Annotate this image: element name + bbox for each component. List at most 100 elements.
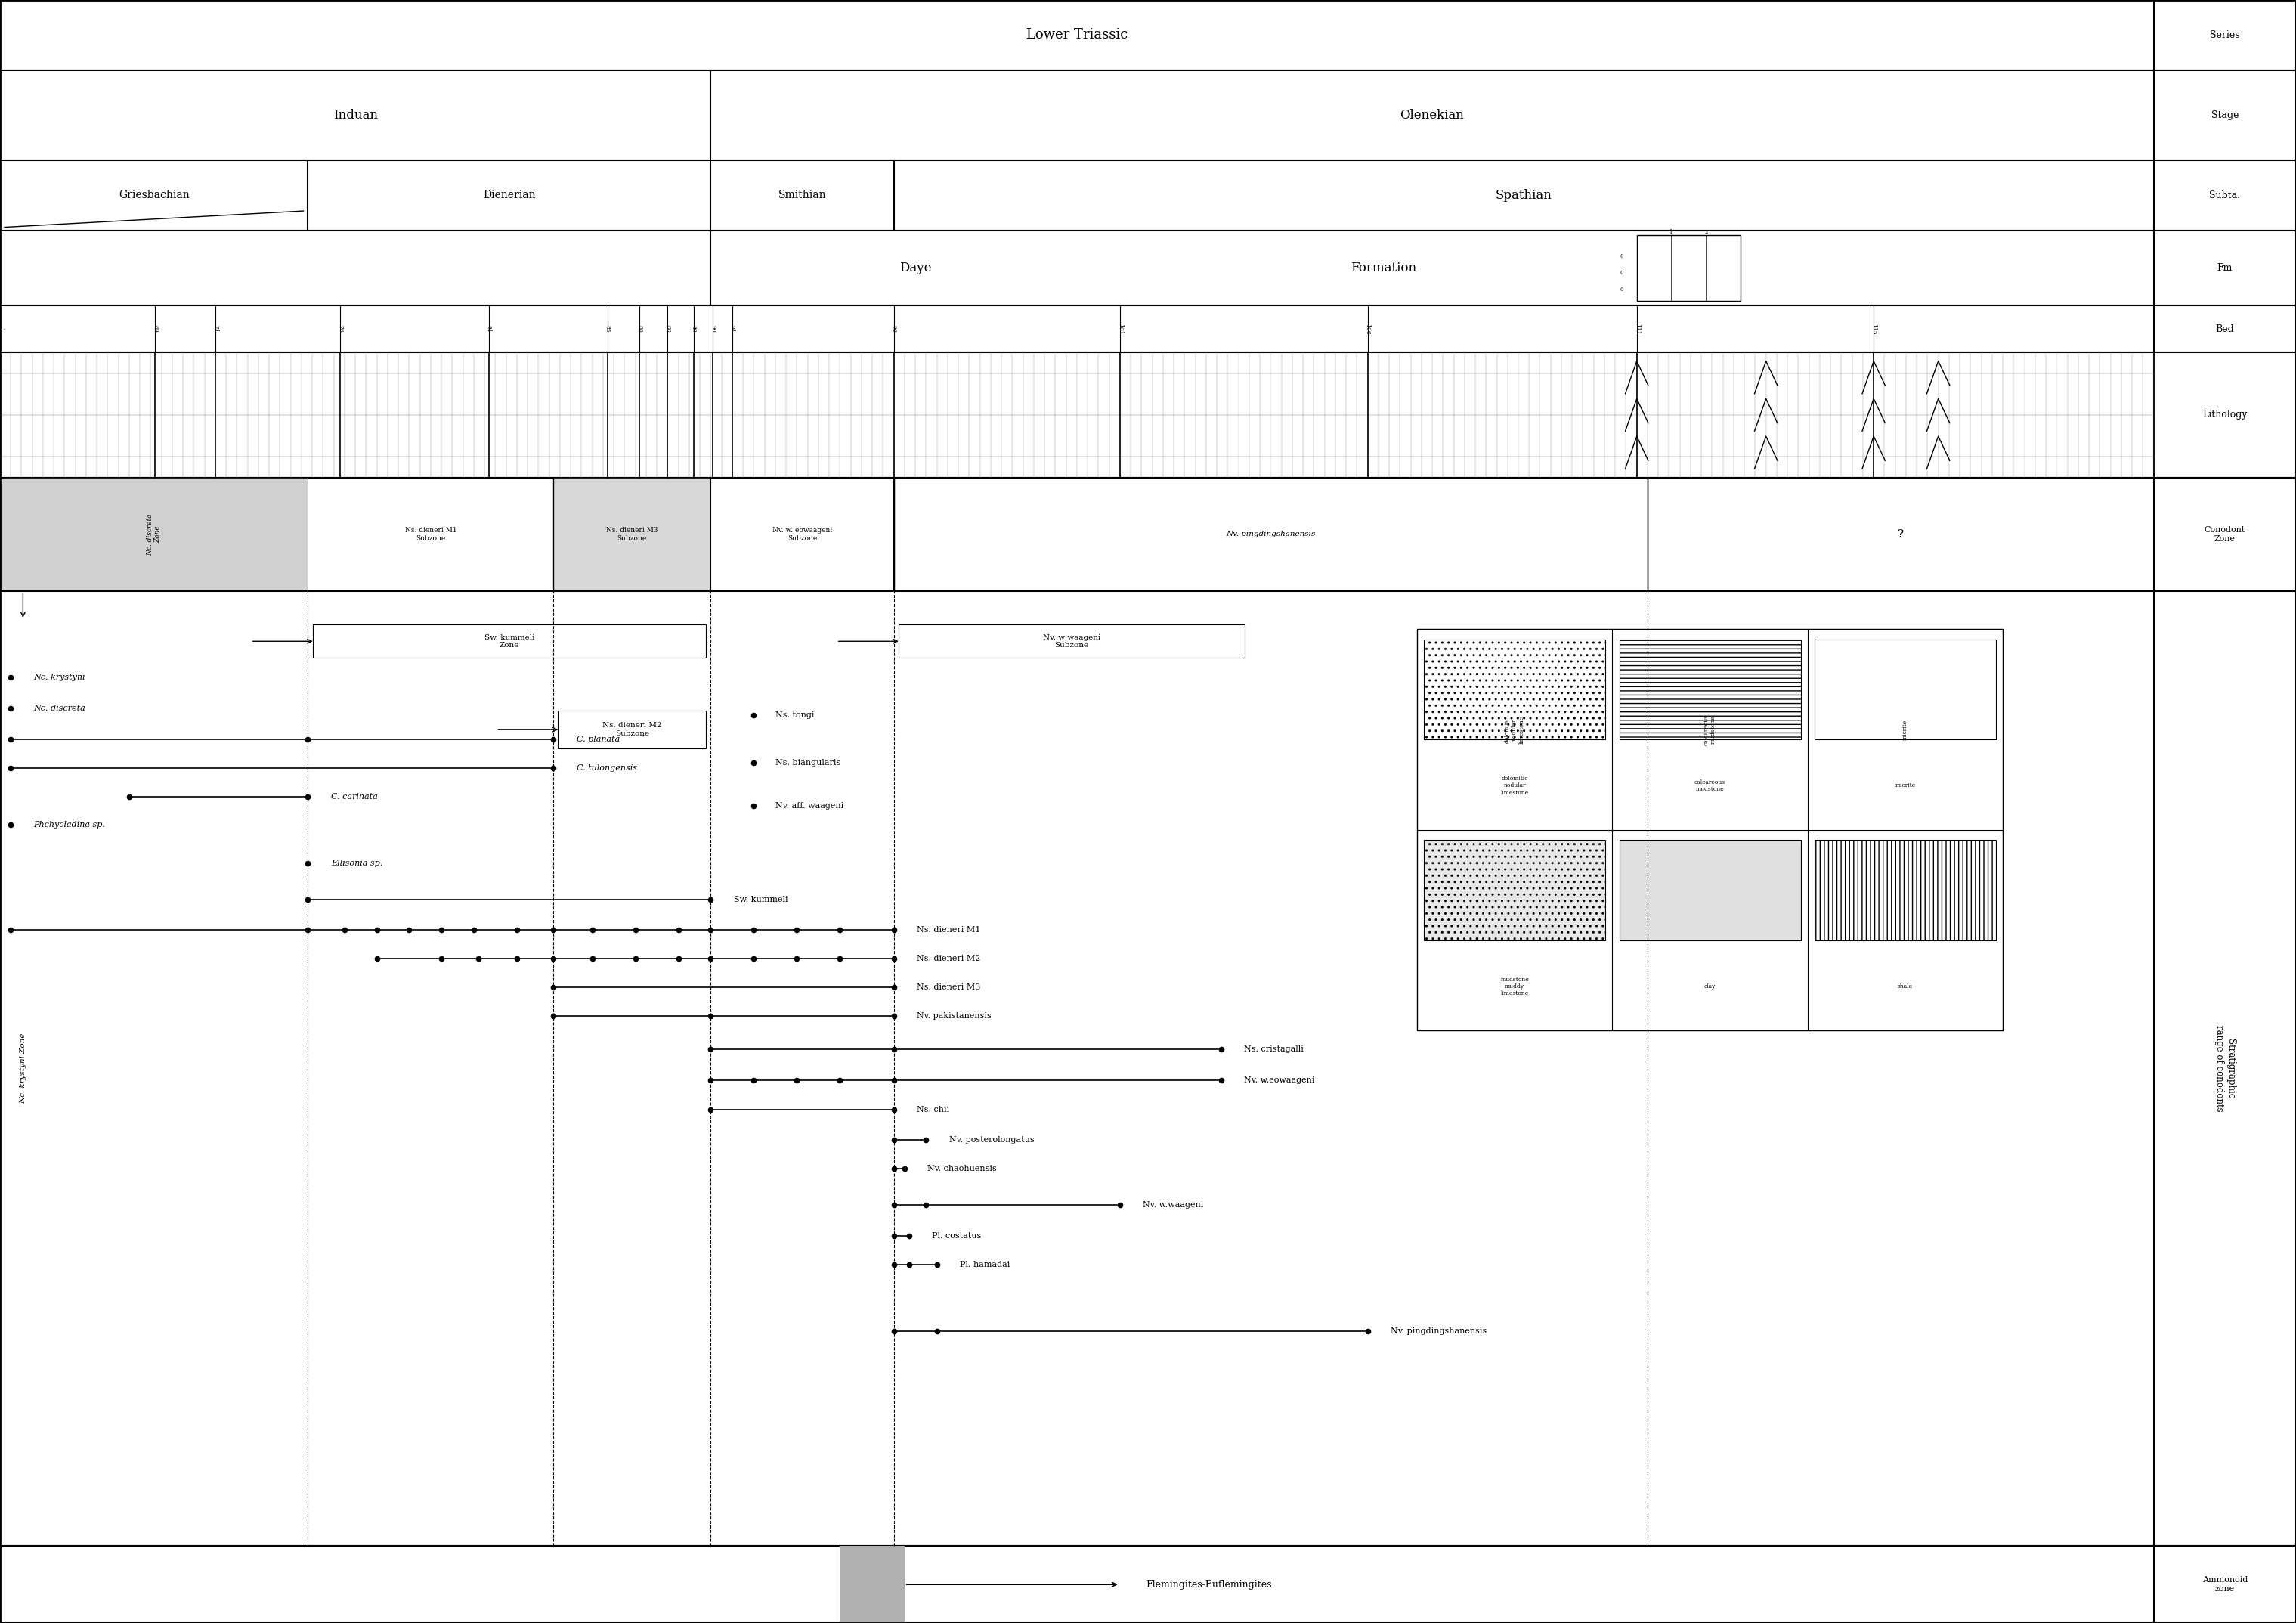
Text: Ellisonia sp.: Ellisonia sp. <box>331 860 383 867</box>
Bar <box>0 477 2154 591</box>
Bar <box>2154 1547 2296 1623</box>
Text: Series: Series <box>2209 31 2241 41</box>
Text: Formation: Formation <box>1350 261 1417 274</box>
Text: Bed: Bed <box>2216 325 2234 334</box>
Text: Fm: Fm <box>2218 263 2232 273</box>
Text: dolomitic
nodular
limestone: dolomitic nodular limestone <box>1502 776 1529 795</box>
Text: Pl. costatus: Pl. costatus <box>932 1232 980 1240</box>
Text: 96: 96 <box>891 325 898 333</box>
Text: Flemingites-Euflemingites: Flemingites-Euflemingites <box>1146 1579 1272 1589</box>
Text: Nv. pingdingshanensis: Nv. pingdingshanensis <box>1391 1328 1488 1336</box>
Text: 0: 0 <box>1619 269 1623 276</box>
Text: Olenekian: Olenekian <box>1401 109 1465 122</box>
Text: 76: 76 <box>338 325 344 333</box>
Text: C. tulongensis: C. tulongensis <box>576 764 636 771</box>
Text: Nv. pakistanensis: Nv. pakistanensis <box>916 1013 992 1019</box>
Bar <box>1619 839 1800 940</box>
Bar <box>0 70 2154 161</box>
Text: Lithology: Lithology <box>2202 411 2248 420</box>
Text: 101: 101 <box>1116 323 1123 334</box>
Bar <box>0 161 2154 230</box>
Text: 81: 81 <box>487 325 491 333</box>
Text: calcareous
mudstone: calcareous mudstone <box>1704 714 1717 745</box>
Text: Nv. w.waageni: Nv. w.waageni <box>1143 1201 1203 1209</box>
Bar <box>0 0 2154 70</box>
Text: Ns. chii: Ns. chii <box>916 1105 951 1113</box>
Text: 115: 115 <box>1871 323 1876 334</box>
Text: 86: 86 <box>636 325 643 333</box>
Text: 88: 88 <box>664 325 670 333</box>
Text: Nv. chaohuensis: Nv. chaohuensis <box>928 1165 996 1173</box>
Bar <box>1814 639 1995 740</box>
Bar <box>2154 230 2296 305</box>
Text: 111: 111 <box>1635 323 1639 334</box>
Bar <box>1417 630 2002 1031</box>
Text: Daye: Daye <box>900 261 932 274</box>
Text: Nc. krystyni Zone: Nc. krystyni Zone <box>21 1034 25 1104</box>
Text: 89: 89 <box>691 325 696 333</box>
Text: Ns. dieneri M1: Ns. dieneri M1 <box>916 927 980 933</box>
Text: Stratigraphic
range of conodonts: Stratigraphic range of conodonts <box>2213 1026 2236 1112</box>
Bar <box>893 477 1649 591</box>
Text: Ns. dieneri M3
Subzone: Ns. dieneri M3 Subzone <box>606 527 659 542</box>
Bar <box>2154 161 2296 230</box>
Text: 1: 1 <box>1669 229 1671 235</box>
Bar <box>840 1547 905 1623</box>
Bar <box>0 352 2154 477</box>
Text: Ns. dieneri M2
Subzone: Ns. dieneri M2 Subzone <box>602 722 661 737</box>
Bar <box>2154 591 2296 1547</box>
Text: 0: 0 <box>1619 286 1623 292</box>
Bar <box>0 305 2154 352</box>
Bar <box>312 625 707 657</box>
Bar <box>558 711 707 748</box>
Bar <box>0 591 2154 1547</box>
Text: shale: shale <box>1899 984 1913 990</box>
Bar <box>1637 235 1740 300</box>
Text: 1: 1 <box>0 328 2 331</box>
Text: clay: clay <box>1704 984 1715 990</box>
Bar <box>553 477 712 591</box>
Text: 85: 85 <box>604 325 611 333</box>
Text: Nc. discreta: Nc. discreta <box>34 704 85 712</box>
Text: Nc. krystyni: Nc. krystyni <box>34 674 85 680</box>
Text: dolomitic
nodular
limestone: dolomitic nodular limestone <box>1504 716 1525 743</box>
Text: Ns. dieneri M3: Ns. dieneri M3 <box>916 984 980 992</box>
Text: micrite: micrite <box>1894 782 1915 789</box>
Text: Conodont
Zone: Conodont Zone <box>2204 526 2245 542</box>
Text: Ns. tongi: Ns. tongi <box>776 711 815 719</box>
Bar <box>0 477 308 591</box>
Text: Nv. aff. waageni: Nv. aff. waageni <box>776 802 843 810</box>
Text: Stage: Stage <box>2211 110 2239 120</box>
Text: Spathian: Spathian <box>1495 188 1552 201</box>
Text: Ns. biangularis: Ns. biangularis <box>776 760 840 766</box>
Text: Griesbachian: Griesbachian <box>119 190 188 201</box>
Text: 90: 90 <box>709 325 716 333</box>
Bar <box>2154 305 2296 352</box>
Bar <box>1424 839 1605 940</box>
Text: Nv. w. eowaageni
Subzone: Nv. w. eowaageni Subzone <box>771 527 831 542</box>
Bar <box>2154 70 2296 161</box>
Text: Nv. w waageni
Subzone: Nv. w waageni Subzone <box>1042 635 1100 649</box>
Text: Subta.: Subta. <box>2209 190 2241 200</box>
Text: Ns. dieneri M1
Subzone: Ns. dieneri M1 Subzone <box>404 527 457 542</box>
Bar <box>2154 0 2296 70</box>
Text: Induan: Induan <box>333 109 377 122</box>
Text: 0: 0 <box>1619 253 1623 260</box>
Bar <box>898 625 1244 657</box>
Text: mudstone
muddy
limestone: mudstone muddy limestone <box>1502 977 1529 997</box>
Text: Sw. kummeli: Sw. kummeli <box>735 896 788 904</box>
Bar <box>1814 839 1995 940</box>
Text: 2: 2 <box>1704 229 1708 235</box>
Bar <box>2154 352 2296 477</box>
Text: ?: ? <box>1896 529 1903 539</box>
Text: Pl. hamadai: Pl. hamadai <box>960 1261 1010 1268</box>
Text: 91: 91 <box>730 325 735 333</box>
Text: Smithian: Smithian <box>778 190 827 201</box>
Text: Nv. pingdingshanensis: Nv. pingdingshanensis <box>1226 531 1316 537</box>
Text: Phchycladina sp.: Phchycladina sp. <box>34 821 106 829</box>
Bar <box>0 230 2154 305</box>
Text: C. carinata: C. carinata <box>331 792 377 800</box>
Text: 71: 71 <box>211 325 218 333</box>
Text: 69: 69 <box>152 325 158 333</box>
Bar <box>1619 639 1800 740</box>
